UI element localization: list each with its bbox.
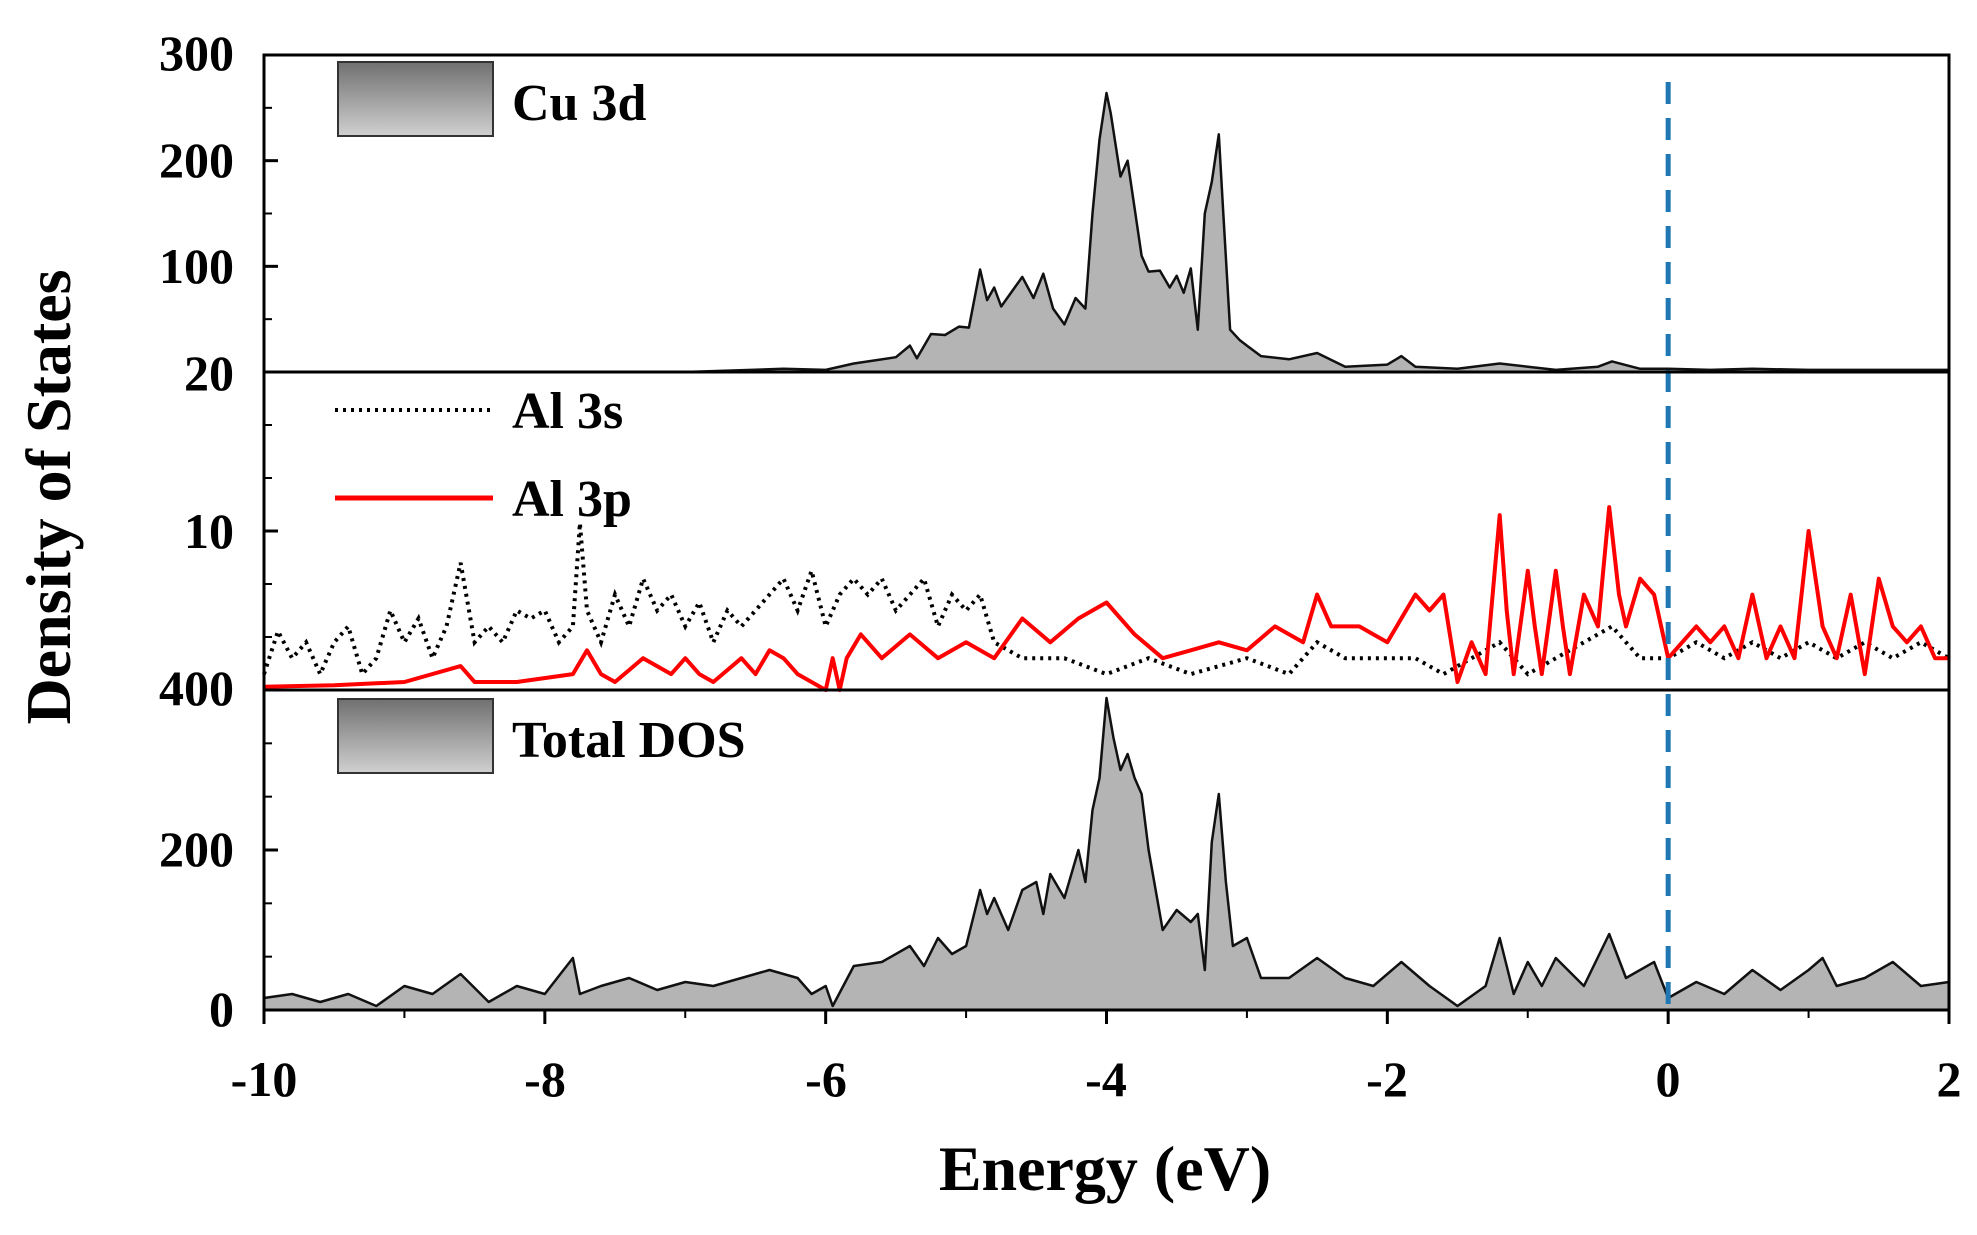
total-dos-line	[263, 696, 1950, 1008]
xtick-label: -2	[1366, 1051, 1408, 1107]
cu3d-tick-layer	[264, 53, 278, 321]
xtick-label: -6	[805, 1051, 847, 1107]
cu-3d-line	[264, 91, 1949, 374]
al3p-legend-label: Al 3p	[512, 471, 632, 528]
xtick-label: -10	[231, 1051, 298, 1107]
total-ytick-label: 400	[159, 660, 234, 716]
xtick-label: -4	[1085, 1051, 1127, 1107]
total-legend-label: Total DOS	[512, 712, 746, 769]
cu3d-ytick-label: 100	[159, 238, 234, 294]
total-tick-layer	[264, 688, 278, 1012]
al3s-legend-label: Al 3s	[512, 383, 623, 440]
xtick-label: 2	[1937, 1051, 1962, 1107]
cu3d-ytick-label: 300	[159, 25, 234, 81]
cu-3d-area	[264, 93, 1949, 372]
al-ytick-label: 10	[184, 503, 234, 559]
total-dos-area	[264, 698, 1949, 1010]
cu3d-series-layer	[264, 91, 1949, 374]
al-3p-line	[263, 505, 1949, 692]
total-ytick-label: 0	[209, 981, 234, 1037]
panel-total: 400 200 0 Total DOS	[159, 660, 1950, 1037]
cu3d-legend-swatch	[337, 61, 494, 137]
xtick-label: 0	[1656, 1051, 1681, 1107]
al-3s-line	[262, 522, 1950, 680]
al-series-layer	[262, 505, 1950, 692]
xtick-label: -8	[524, 1051, 566, 1107]
al-ytick-label: 20	[184, 345, 234, 401]
total-legend-swatch	[337, 698, 494, 774]
total-ytick-label: 200	[159, 821, 234, 877]
frame-layer	[262, 53, 1951, 1024]
y-axis-title: Density of States	[13, 269, 84, 724]
x-axis-title: Energy (eV)	[939, 1133, 1271, 1204]
total-series-layer	[263, 696, 1950, 1010]
cu3d-legend-label: Cu 3d	[512, 75, 646, 132]
x-tick-labels: -10 -8 -6 -4 -2 0 2	[231, 1051, 1962, 1107]
panel-al: 20 10 Al 3s Al 3p	[184, 345, 1950, 692]
panel-cu3d: 300 200 100 Cu 3d	[159, 25, 1949, 374]
al-tick-layer	[264, 370, 278, 638]
cu3d-ytick-label: 200	[159, 132, 234, 188]
